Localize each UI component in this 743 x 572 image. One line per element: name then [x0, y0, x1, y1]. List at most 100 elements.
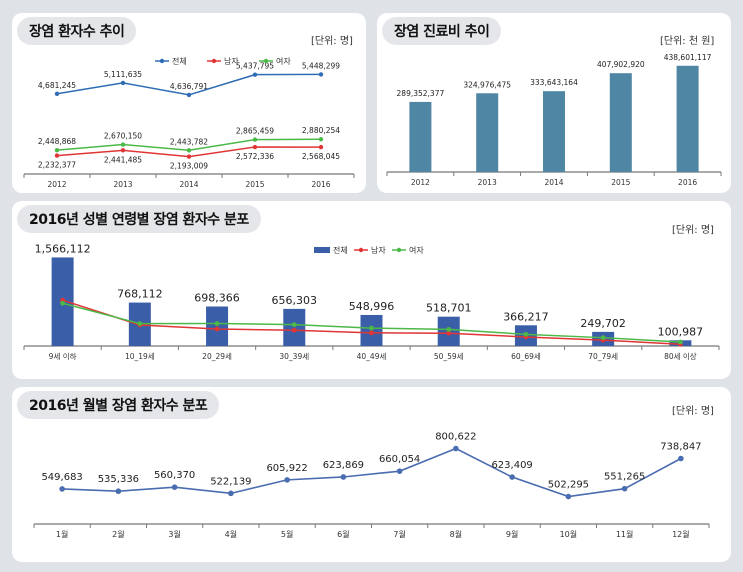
series-line: [62, 447, 682, 498]
x-tick-label: 30_39세: [279, 352, 309, 361]
age-gender-chart: 9세 이하 10_19세 20_29세 30_39세 40_49세 50_59세 60_69…: [23, 242, 720, 361]
data-point: [369, 325, 374, 331]
data-label: 605,922: [266, 463, 307, 474]
cost-trend-chart: 2012 2013 2014 2015 2016 289,352,377 324,976,4…: [386, 53, 722, 187]
x-tick-label: 50_59세: [434, 352, 464, 361]
x-tick-label: 20_29세: [202, 352, 232, 361]
data-label: 407,902,920: [597, 60, 645, 69]
bar: [676, 65, 699, 172]
data-label: 502,295: [548, 480, 589, 491]
patients-trend-title: 장염 환자수 추이: [17, 17, 137, 45]
data-point: [291, 327, 297, 333]
data-point: [214, 321, 220, 326]
data-label: 522,139: [210, 476, 251, 487]
data-label: 366,217: [503, 310, 549, 323]
data-label: 2,865,459: [236, 127, 274, 136]
cost-trend-unit: [단위: 천 원]: [660, 36, 715, 47]
data-point: [252, 137, 258, 142]
data-label: 5,437,795: [236, 62, 274, 71]
data-point: [186, 148, 192, 153]
x-tick-label: 2016: [678, 178, 697, 187]
bar: [609, 73, 632, 172]
data-label: 560,370: [154, 470, 195, 481]
data-label: 1,566,112: [35, 242, 91, 255]
data-label: 4,636,791: [170, 82, 208, 91]
data-point: [600, 335, 606, 341]
bar: [206, 306, 229, 346]
legend-marker-0: [159, 58, 165, 64]
x-tick-label: 6월: [337, 529, 349, 539]
data-label: 333,643,164: [530, 78, 578, 87]
patients-trend-unit: [단위: 명]: [311, 36, 353, 47]
data-label: 2,572,336: [236, 152, 274, 161]
bar: [409, 101, 432, 172]
legend-label-0: 전체: [172, 56, 187, 66]
data-label: 623,869: [323, 460, 364, 471]
data-label: 2,193,009: [170, 162, 208, 171]
x-tick-label: 2016: [311, 180, 330, 189]
legend-label-1: 남자: [371, 246, 386, 255]
data-point: [120, 148, 126, 153]
monthly-unit: [단위: 명]: [672, 406, 714, 417]
data-point: [284, 477, 290, 483]
data-label: 2,448,868: [38, 137, 76, 146]
data-label: 5,111,635: [104, 70, 142, 79]
data-label: 2,441,485: [104, 155, 142, 164]
monthly-title: 2016년 월별 장염 환자수 분포: [17, 391, 220, 419]
data-point: [509, 474, 515, 480]
data-label: 2,232,377: [38, 161, 76, 170]
data-label: 800,622: [435, 432, 476, 443]
data-label: 518,701: [426, 302, 472, 315]
data-label: 2,670,150: [104, 132, 142, 141]
data-label: 324,976,475: [463, 80, 511, 89]
x-tick-label: 4월: [225, 529, 237, 539]
x-tick-label: 3월: [168, 529, 180, 539]
x-tick-label: 5월: [281, 529, 293, 539]
data-point: [318, 137, 324, 142]
legend-marker-2: [263, 58, 269, 64]
data-point: [252, 144, 258, 150]
x-tick-label: 8월: [450, 529, 462, 539]
x-tick-label: 2014: [544, 178, 563, 187]
data-label: 768,112: [117, 288, 163, 301]
x-tick-label: 2012: [47, 180, 66, 189]
data-point: [446, 327, 452, 332]
data-label: 551,265: [604, 472, 645, 483]
legend-swatch-0: [314, 247, 330, 253]
data-label: 535,336: [98, 474, 139, 485]
data-label: 289,352,377: [397, 89, 445, 98]
data-label: 4,681,245: [38, 81, 76, 90]
data-point: [54, 91, 60, 96]
data-label: 548,996: [349, 300, 395, 313]
bar: [360, 314, 383, 346]
x-tick-label: 7월: [393, 529, 405, 539]
x-tick-label: 9세 이하: [49, 351, 77, 361]
data-label: 438,601,117: [664, 53, 712, 62]
data-point: [369, 330, 374, 336]
x-tick-label: 2013: [478, 178, 497, 187]
x-tick-label: 10월: [560, 529, 578, 539]
x-tick-label: 60_69세: [511, 352, 541, 361]
bar: [543, 91, 565, 172]
data-point: [340, 474, 347, 480]
data-point: [318, 72, 324, 77]
data-label: 738,847: [660, 441, 701, 452]
legend-marker-1: [211, 58, 217, 64]
age-gender-unit: [단위: 명]: [672, 225, 714, 236]
bar: [476, 93, 499, 172]
age-gender-title: 2016년 성별 연령별 장염 환자수 분포: [17, 205, 261, 233]
legend-marker-2: [396, 247, 402, 253]
data-point: [446, 330, 452, 336]
x-tick-label: 2014: [179, 180, 198, 189]
data-point: [115, 488, 122, 495]
legend-marker-1: [358, 247, 364, 253]
x-tick-label: 2월: [112, 529, 124, 539]
cost-trend-title: 장염 진료비 추이: [382, 17, 502, 45]
data-point: [214, 326, 220, 332]
legend-label-0: 전체: [333, 245, 348, 255]
data-label: 660,054: [379, 454, 420, 465]
data-point: [678, 455, 684, 462]
data-label: 2,443,782: [170, 137, 208, 146]
data-point: [59, 486, 65, 492]
x-tick-label: 11월: [616, 529, 634, 539]
